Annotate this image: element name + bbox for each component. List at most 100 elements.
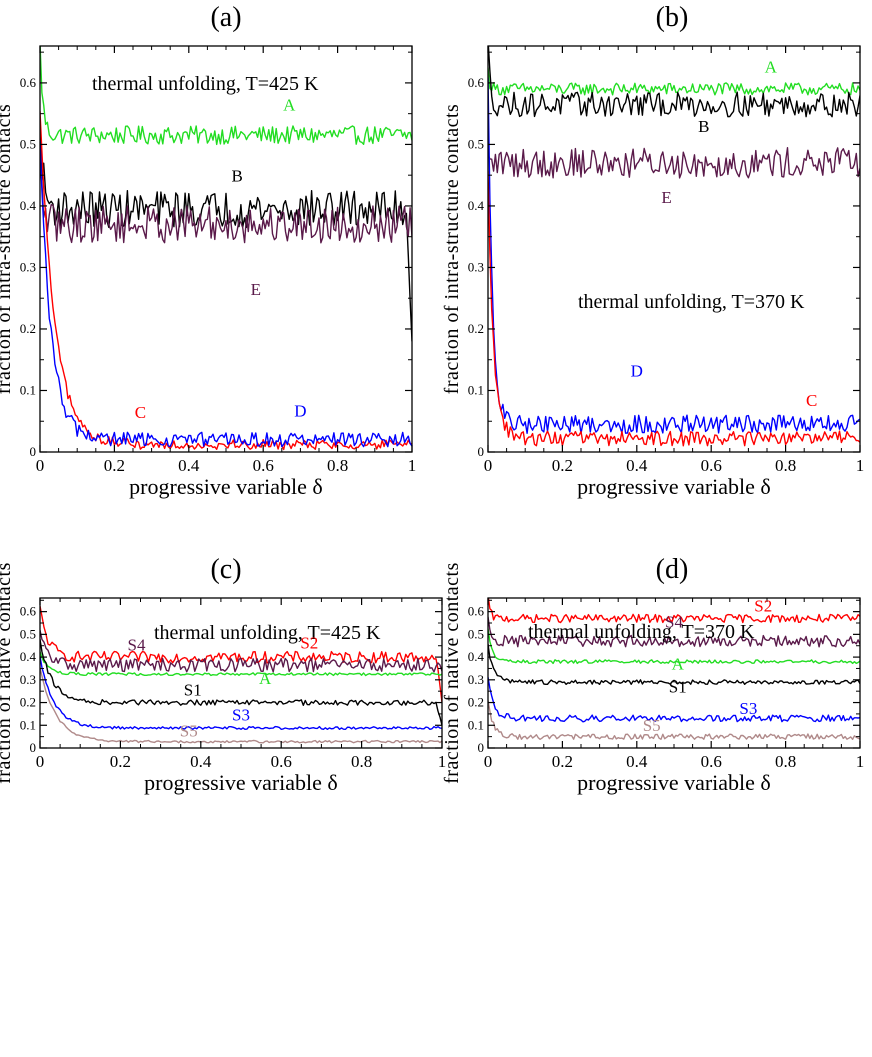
y-tick-label: 0.2 xyxy=(20,321,36,336)
y-tick-label: 0.6 xyxy=(20,604,37,619)
series-line-e xyxy=(488,146,860,179)
annotation-text: thermal unfolding, T=425 K xyxy=(92,73,319,95)
series-line-b xyxy=(488,46,860,118)
y-tick-label: 0.5 xyxy=(20,136,36,151)
series-line-s4 xyxy=(488,616,860,648)
panel-label: (c) xyxy=(210,554,241,585)
y-tick-label: 0.2 xyxy=(468,695,484,710)
series-line-c xyxy=(488,170,860,447)
plot-frame xyxy=(39,45,413,453)
y-tick-label: 0.4 xyxy=(20,198,37,213)
y-tick-label: 0.1 xyxy=(20,382,36,397)
y-tick-label: 0.4 xyxy=(468,649,485,664)
series-line-s4 xyxy=(40,630,442,673)
series-group xyxy=(488,598,860,740)
series-line-a xyxy=(488,67,860,96)
series-line-s3 xyxy=(488,677,860,723)
series-line-s5 xyxy=(40,667,442,744)
series-line-a xyxy=(40,651,442,677)
y-tick-label: 0.6 xyxy=(468,604,485,619)
series-group xyxy=(40,46,412,451)
x-tick-label: 0 xyxy=(36,752,45,771)
x-tick-label: 0 xyxy=(36,456,45,475)
series-label-s4: S4 xyxy=(127,636,145,655)
y-tick-label: 0.1 xyxy=(20,717,36,732)
y-tick-label: 0.5 xyxy=(468,626,484,641)
y-axis-label: fraction of native contacts xyxy=(0,562,15,784)
series-line-s1 xyxy=(488,644,860,685)
x-tick-label: 1 xyxy=(438,752,447,771)
y-tick-label: 0.6 xyxy=(468,75,485,90)
y-tick-label: 0.4 xyxy=(20,649,37,664)
series-label-d: D xyxy=(294,401,306,420)
series-label-c: C xyxy=(135,403,146,422)
y-axis-label: fraction of intra-structure contacts xyxy=(0,104,15,395)
panel-label: (a) xyxy=(210,2,241,33)
y-tick-label: 0 xyxy=(478,444,485,459)
y-tick-label: 0.3 xyxy=(468,672,484,687)
x-tick-label: 0.8 xyxy=(351,752,372,771)
panel-1: 0 0.2 0.4 0.6 0.8 1 0 0.1 0.2 0.3 0.4 0.5 0.6 (b) prog… xyxy=(441,2,864,499)
y-tick-label: 0 xyxy=(478,740,485,755)
series-line-s2 xyxy=(40,605,442,703)
y-tick-label: 0.2 xyxy=(20,695,36,710)
series-label-s5: S5 xyxy=(643,716,661,735)
panel-label: (d) xyxy=(656,554,689,585)
x-tick-label: 1 xyxy=(856,456,865,475)
y-axis-label: fraction of native contacts xyxy=(441,562,463,784)
x-tick-label: 0.4 xyxy=(626,752,648,771)
x-axis-label: progressive variable δ xyxy=(144,770,338,795)
x-tick-label: 0.6 xyxy=(253,456,274,475)
series-line-a xyxy=(40,46,412,146)
series-label-e: E xyxy=(251,280,261,299)
series-label-a: A xyxy=(765,57,778,76)
y-tick-label: 0.6 xyxy=(20,75,37,90)
y-tick-label: 0.1 xyxy=(468,382,484,397)
series-label-c: C xyxy=(806,391,817,410)
y-tick-label: 0.2 xyxy=(468,321,484,336)
series-label-s3: S3 xyxy=(739,699,757,718)
series-line-s1 xyxy=(40,639,442,726)
panel-label: (b) xyxy=(656,2,689,33)
series-group xyxy=(40,605,442,744)
series-label-s3: S3 xyxy=(232,705,250,724)
x-axis-label: progressive variable δ xyxy=(577,474,771,499)
series-label-a: A xyxy=(259,669,272,688)
annotation-text: thermal unfolding, T=370 K xyxy=(528,621,755,643)
series-label-s1: S1 xyxy=(669,677,687,696)
x-tick-label: 0.2 xyxy=(552,456,573,475)
series-label-b: B xyxy=(698,117,709,136)
series-line-a xyxy=(488,628,860,665)
series-line-e xyxy=(40,166,412,244)
series-label-s4: S4 xyxy=(665,613,683,632)
series-line-s5 xyxy=(488,700,860,740)
series-label-a: A xyxy=(672,655,685,674)
series-label-d: D xyxy=(631,361,643,380)
y-tick-label: 0.5 xyxy=(468,136,484,151)
series-label-s1: S1 xyxy=(184,680,202,699)
x-tick-label: 0.8 xyxy=(327,456,348,475)
x-tick-label: 0.4 xyxy=(626,456,648,475)
series-label-b: B xyxy=(231,166,242,185)
series-line-c xyxy=(40,111,412,451)
x-tick-label: 0.4 xyxy=(190,752,212,771)
y-tick-label: 0.4 xyxy=(468,198,485,213)
y-tick-label: 0.3 xyxy=(20,259,36,274)
annotation-text: thermal unfolding, T=370 K xyxy=(578,291,805,313)
series-line-s2 xyxy=(488,598,860,624)
series-line-d xyxy=(40,140,412,448)
panel-2: 0 0.2 0.4 0.6 0.8 1 0 0.1 0.2 0.3 0.4 0.5 0.6 (c) prog… xyxy=(0,554,446,795)
x-tick-label: 0.6 xyxy=(271,752,292,771)
panel-3: 0 0.2 0.4 0.6 0.8 1 0 0.1 0.2 0.3 0.4 0.5 0.6 (d) prog… xyxy=(441,554,864,795)
x-tick-label: 0.2 xyxy=(110,752,131,771)
series-group xyxy=(488,46,860,447)
series-line-s3 xyxy=(40,656,442,730)
x-axis-label: progressive variable δ xyxy=(129,474,323,499)
series-label-s2: S2 xyxy=(300,633,318,652)
series-line-b xyxy=(40,123,412,342)
y-axis-label: fraction of intra-structure contacts xyxy=(441,104,463,395)
x-tick-label: 0.2 xyxy=(104,456,125,475)
series-label-s5: S5 xyxy=(180,722,198,741)
annotation-text: thermal unfolding, T=425 K xyxy=(154,622,381,644)
